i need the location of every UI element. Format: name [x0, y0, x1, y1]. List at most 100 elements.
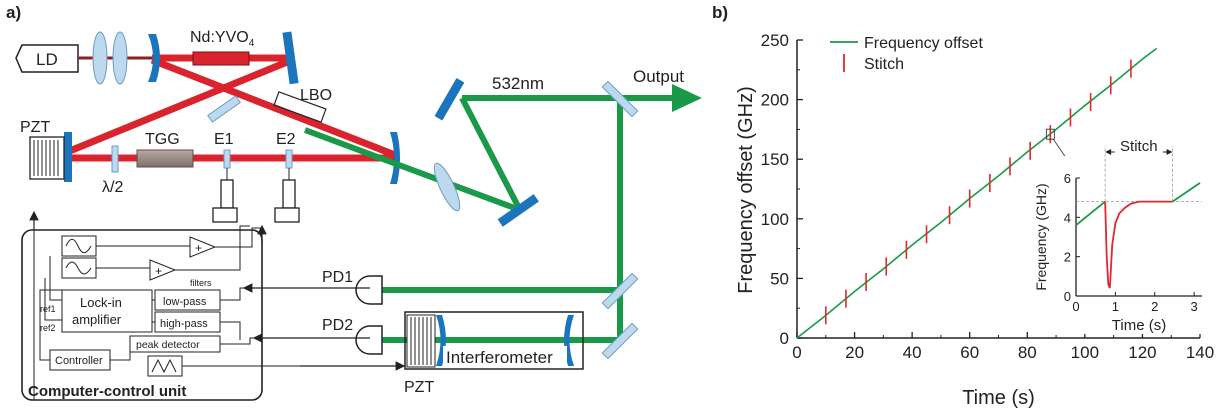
input-mirror: [148, 34, 160, 82]
inset-plot: 0 1 2 3 0 2 4 6 Time (s) Frequency (GHz) Stitch: [1033, 136, 1210, 334]
green-lens: [433, 162, 461, 212]
pzt-bottom-label: PZT: [404, 379, 434, 396]
y-tick-label: 150: [761, 150, 789, 169]
pump-lens-1: [92, 31, 108, 85]
green-mirror-bottom: [497, 194, 539, 227]
y-tick-label: 100: [761, 210, 789, 229]
pd2: [355, 325, 383, 355]
y-tick-label: 0: [780, 329, 789, 348]
x-axis-label: Time (s): [962, 387, 1035, 409]
plus-1: +: [195, 241, 202, 255]
frequency-offset-line: [796, 47, 1158, 339]
lbo-crystal: [273, 91, 327, 123]
x-tick-label: 20: [845, 343, 864, 362]
e2-label: E2: [276, 131, 296, 148]
tgg-crystal: [136, 149, 194, 168]
x-tick-label: 140: [1186, 343, 1214, 362]
lockin-amplifier-box: [61, 289, 153, 333]
etalon-e2: [274, 149, 300, 223]
inset-x-label: Time (s): [1112, 317, 1166, 334]
legend-stitch-label: Stitch: [864, 56, 904, 73]
inset-trace-before: [1075, 200, 1106, 226]
ref1-label: ref1: [40, 304, 56, 314]
lbo-label: LBO: [300, 87, 332, 104]
y-tick-label: 250: [761, 31, 789, 50]
x-tick-label: 120: [1128, 343, 1156, 362]
inset-y-tick-label: 0: [1064, 289, 1071, 304]
lockin-label-1: Lock-in: [80, 295, 122, 310]
inset-background: [1044, 156, 1210, 334]
ramp-generator: [147, 355, 183, 377]
pzt-top-label: PZT: [20, 119, 50, 136]
inset-trace-after: [1171, 182, 1201, 203]
control-unit-box: [21, 229, 263, 401]
inset-arrow-right-icon: [1166, 149, 1173, 155]
inset-trace-stitch: [1104, 200, 1173, 289]
summing-amp-1: [189, 236, 217, 258]
panel-a-label: a): [6, 3, 21, 22]
ndyvo4-crystal: [192, 51, 250, 66]
pump-lens-2: [112, 31, 128, 85]
inset-x-tick-label: 0: [1072, 299, 1079, 314]
top-right-mirror: [282, 31, 299, 85]
x-tick-label: 100: [1071, 343, 1099, 362]
beamsplitter-3: [601, 322, 639, 360]
inset-annotation: Stitch: [1120, 138, 1158, 155]
panel-a: a) LD Nd:YVO4 PZT: [6, 3, 702, 401]
inset-x-tick-label: 3: [1191, 299, 1198, 314]
controller-label: Controller: [55, 355, 103, 367]
green-mirror-top: [434, 77, 465, 121]
inset-annotation-bg: [1114, 136, 1163, 156]
tgg-label: TGG: [145, 131, 180, 148]
panel-b-label: b): [712, 3, 728, 22]
x-tick-label: 0: [792, 343, 801, 362]
pd2-label: PD2: [322, 317, 353, 334]
panel-b: b) 0 20 40 60 80 100 120 140050100150200250Time…: [712, 3, 1214, 409]
ld-label: LD: [36, 50, 58, 69]
green-beam: [303, 95, 680, 343]
highpass-label: high-pass: [160, 318, 208, 330]
ramp-wave-icon: [151, 358, 177, 374]
output-label: Output: [633, 67, 684, 86]
inset-y-tick-label: 4: [1064, 210, 1071, 225]
peak-detector-label: peak detector: [136, 339, 200, 351]
inset-x-tick-label: 2: [1151, 299, 1158, 314]
interferometer-box: [404, 311, 584, 370]
y-tick-label: 50: [770, 269, 789, 288]
pd1: [355, 275, 383, 305]
x-tick-label: 60: [960, 343, 979, 362]
beamsplitter-1: [601, 80, 639, 118]
legend-line-label: Frequency offset: [864, 35, 983, 52]
lowpass-label: low-pass: [163, 296, 207, 308]
etalon-e1: [212, 149, 238, 223]
halfwave-label: λ/2: [102, 179, 123, 196]
inset-y-tick-label: 2: [1064, 250, 1071, 265]
interferometer-label-bg: [443, 346, 567, 368]
beamsplitter-2: [601, 272, 639, 310]
inset-arrow-left-icon: [1105, 149, 1112, 155]
pzt-stack-top: [29, 136, 65, 180]
plus-2: +: [155, 264, 162, 278]
e1-label: E1: [214, 131, 234, 148]
zoom-box: [1045, 128, 1055, 140]
output-arrow: [672, 84, 702, 112]
output-coupler: [390, 132, 400, 184]
crystal-label: Nd:YVO4: [190, 29, 255, 49]
ld-box: [15, 44, 79, 73]
filters-label: filters: [190, 278, 212, 288]
sine-wave-1-icon: [65, 238, 92, 254]
y-axis-label: Frequency offset (GHz): [735, 86, 757, 293]
x-tick-label: 80: [1018, 343, 1037, 362]
halfwave-plate: [111, 145, 119, 173]
ref2-label: ref2: [40, 323, 56, 333]
wavelength-label: 532nm: [492, 74, 544, 93]
pd1-label: PD1: [322, 269, 353, 286]
control-unit-label: Computer-control unit: [28, 383, 186, 400]
inset-y-tick-label: 6: [1064, 171, 1071, 186]
pzt-mirror: [64, 132, 72, 182]
sine-wave-2-icon: [65, 261, 92, 275]
x-tick-label: 40: [903, 343, 922, 362]
intracavity-plate: [207, 95, 241, 123]
